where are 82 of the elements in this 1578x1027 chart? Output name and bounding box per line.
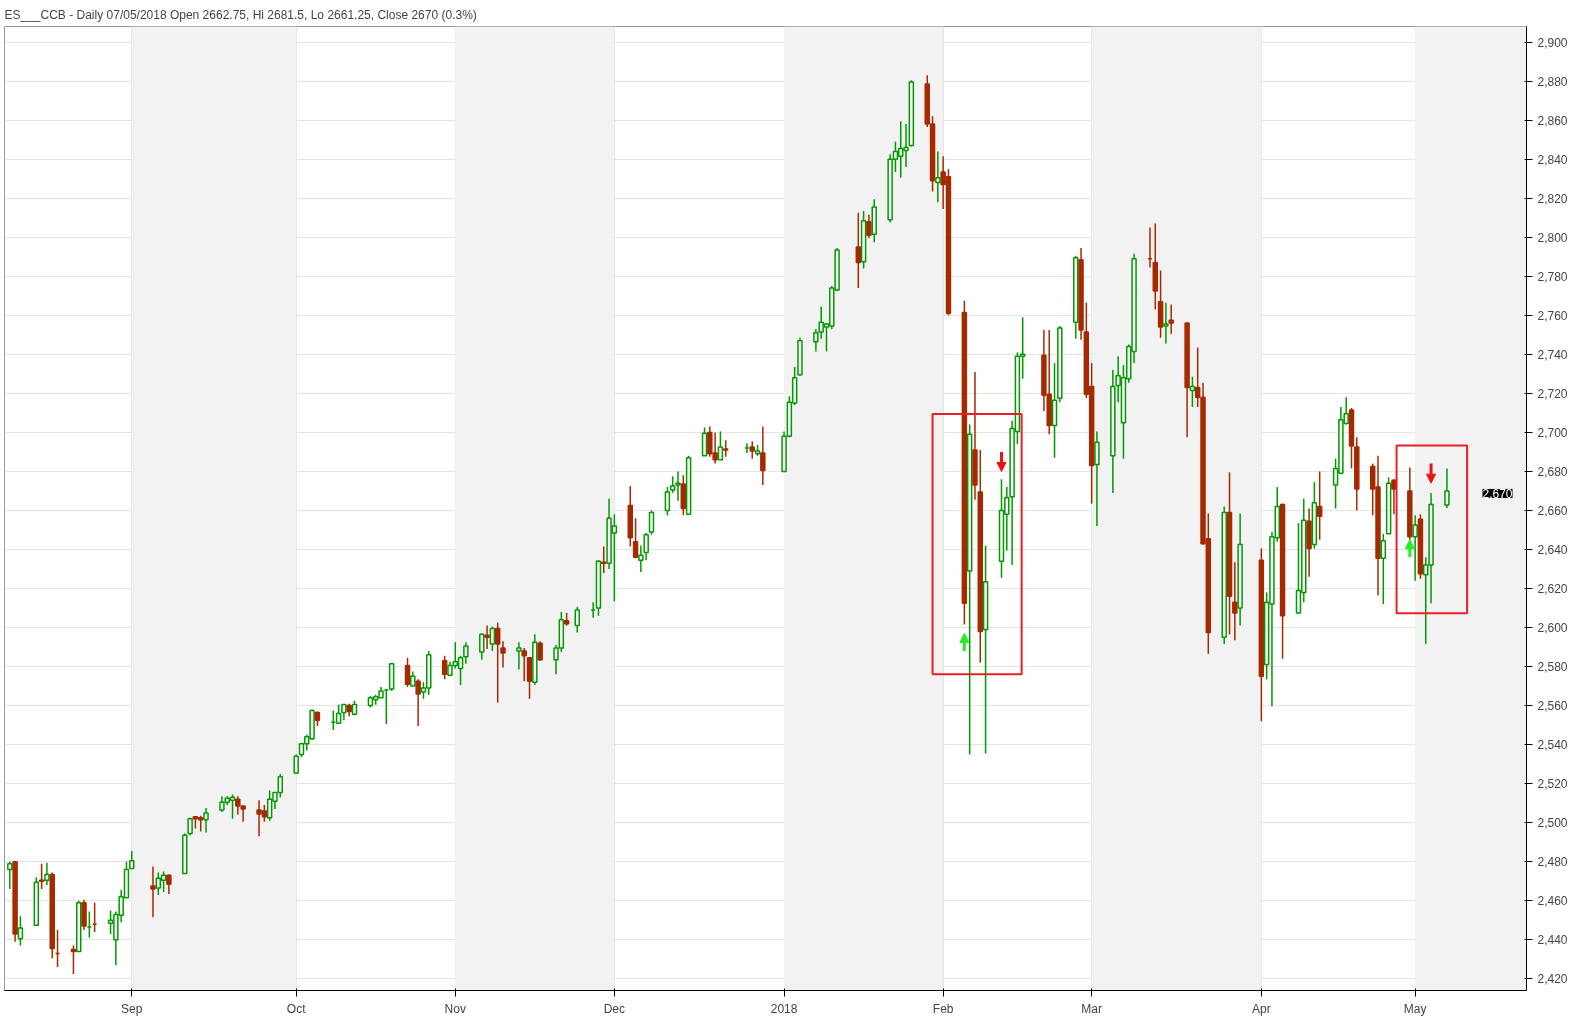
x-tick-label: Nov [444, 1001, 466, 1016]
candlestick [404, 657, 411, 688]
x-tick-label: Sep [121, 1001, 143, 1016]
candlestick [441, 655, 448, 680]
candlestick [150, 865, 156, 919]
x-tick-label: Dec [603, 1001, 626, 1016]
candlestick [44, 861, 50, 886]
candlestick [489, 625, 496, 652]
candlestick [749, 440, 755, 460]
y-tick-label: 2,720 [1537, 386, 1568, 401]
candlestick [866, 214, 872, 239]
y-tick-label: 2,560 [1537, 699, 1568, 714]
y-tick-label: 2,760 [1537, 308, 1568, 323]
y-tick-label: 2,680 [1537, 464, 1568, 479]
y-tick-label: 2,540 [1537, 738, 1568, 753]
candlestick [155, 871, 162, 896]
chart-title: ES___CCB - Daily 07/05/2018 Open 2662.75, Hi 2681.5, Lo 2661.25, Close 2670 (0.3%) [4, 7, 477, 22]
candlestick [526, 657, 533, 700]
x-tick-label: Oct [286, 1001, 307, 1016]
candlestick [1163, 301, 1169, 345]
y-tick-label: 2,440 [1537, 933, 1568, 948]
candlestick [521, 647, 527, 682]
x-tick-label: 2018 [770, 1001, 798, 1016]
y-tick-label: 2,820 [1537, 191, 1568, 206]
candlestick [203, 807, 209, 834]
candlestick [81, 899, 87, 931]
candlestick [1391, 478, 1397, 516]
candlestick [760, 425, 766, 486]
x-tick-label: May [1403, 1001, 1427, 1016]
candlestick [160, 870, 167, 893]
candlestick [664, 486, 671, 517]
y-tick-label: 2,740 [1537, 347, 1568, 362]
candlestick [537, 640, 543, 662]
candlestick [1412, 514, 1418, 582]
candlestick [855, 212, 862, 289]
candlestick [1094, 430, 1100, 527]
candlestick [717, 430, 724, 461]
y-tick-label: 2,840 [1537, 152, 1568, 167]
candlestick [1168, 303, 1174, 335]
candlestick [415, 678, 421, 727]
candlestick [500, 640, 506, 669]
y-tick-label: 2,860 [1537, 113, 1568, 128]
candlestick [1380, 533, 1387, 605]
y-tick-label: 2,520 [1537, 777, 1568, 792]
candlestick [166, 873, 172, 895]
candlestick [17, 915, 24, 947]
annotation: 2,670 [1482, 486, 1513, 501]
y-tick-label: 2,500 [1537, 816, 1568, 831]
candlestick [632, 517, 639, 560]
y-tick-label: 2,880 [1537, 74, 1568, 89]
y-tick-label: 2,620 [1537, 582, 1568, 597]
x-tick-label: Feb [932, 1001, 954, 1016]
y-tick-label: 2,780 [1537, 269, 1568, 284]
y-tick-label: 2,600 [1537, 621, 1568, 636]
candlestick [1189, 376, 1196, 408]
y-tick-label: 2,580 [1537, 660, 1568, 675]
candlestick [574, 606, 580, 634]
candlestick [335, 703, 342, 724]
y-tick-label: 2,700 [1537, 425, 1568, 440]
candlestick [38, 862, 45, 890]
candlestick [7, 860, 13, 890]
candlestick [516, 641, 522, 671]
y-tick-label: 2,460 [1537, 894, 1568, 909]
candlestick [1444, 467, 1450, 509]
candlestick [601, 545, 607, 574]
candlestick [293, 753, 299, 775]
candlestick [935, 150, 941, 203]
candlestick [494, 621, 501, 704]
x-tick-label: Apr [1252, 1001, 1271, 1016]
y-tick-label: 2,900 [1537, 35, 1568, 50]
candlestick [1232, 561, 1238, 641]
candlestick [648, 509, 655, 536]
candlestick [701, 426, 708, 457]
y-tick-label: 2,420 [1537, 972, 1568, 987]
y-tick-label: 2,640 [1537, 542, 1568, 557]
candlestick [484, 624, 490, 650]
y-tick-label: 2,800 [1537, 230, 1568, 245]
y-tick-label: 2,660 [1537, 503, 1568, 518]
candlestick [1316, 470, 1323, 541]
x-tick-label: Mar [1081, 1001, 1102, 1016]
y-tick-label: 2,480 [1537, 855, 1568, 870]
candlestick [479, 632, 485, 661]
